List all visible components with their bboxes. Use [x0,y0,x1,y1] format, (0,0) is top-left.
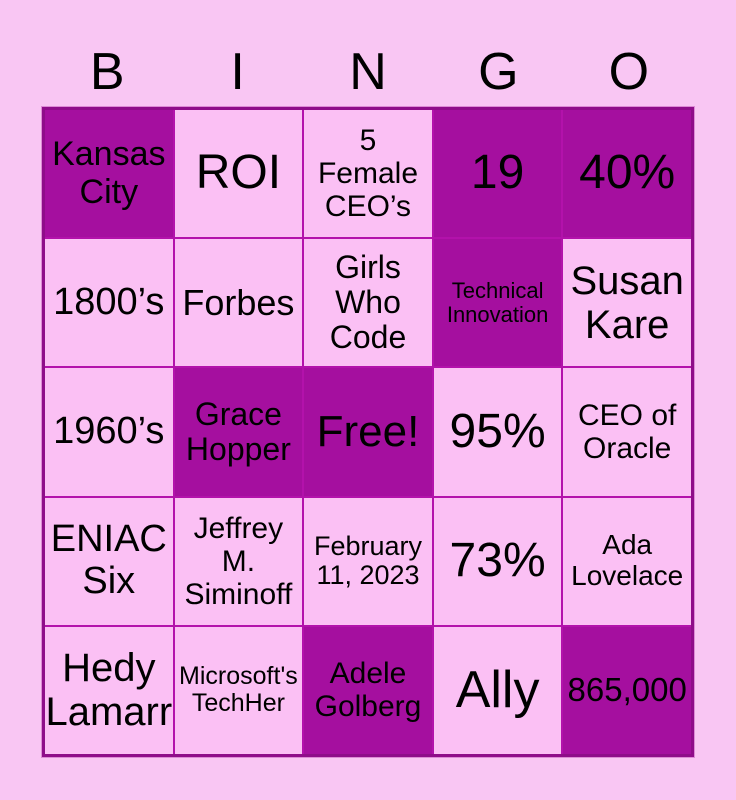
bingo-cell[interactable]: Susan Kare [563,239,691,367]
bingo-cell[interactable]: CEO of Oracle [563,368,691,496]
bingo-cell[interactable]: Forbes [174,239,303,367]
bingo-letter-o: O [608,43,650,101]
bingo-cell[interactable]: Jeffrey M. Siminoff [174,497,303,625]
bingo-cell[interactable]: Adele Golberg [304,626,432,754]
bingo-cell[interactable]: ROI [174,110,303,238]
bingo-cell[interactable]: February 11, 2023 [304,497,432,625]
bingo-cell[interactable]: 5 Female CEO’s [304,110,432,238]
bingo-letter-i: I [230,43,245,101]
bingo-letter-g: G [478,43,519,101]
bingo-cell[interactable]: Girls Who Code [304,239,432,367]
bingo-cell-free[interactable]: Free! [304,368,432,496]
bingo-cell[interactable]: Microsoft's TechHer [174,626,303,754]
bingo-cell[interactable]: 1960’s [45,368,173,496]
bingo-cell[interactable]: Hedy Lamarr [45,626,173,754]
bingo-title: B I N G O [42,0,694,104]
bingo-letter-n: N [349,43,387,101]
bingo-cell[interactable]: 1800’s [45,239,173,367]
bingo-cell[interactable]: Ally [433,626,562,754]
bingo-grid: Kansas City ROI 5 Female CEO’s 19 40% 18… [41,106,695,758]
bingo-cell[interactable]: Kansas City [45,110,173,238]
bingo-cell[interactable]: Ada Lovelace [563,497,691,625]
bingo-letter-b: B [89,43,125,101]
bingo-cell[interactable]: 40% [563,110,691,238]
bingo-cell[interactable]: 95% [433,368,562,496]
bingo-cell[interactable]: 19 [433,110,562,238]
bingo-cell[interactable]: 73% [433,497,562,625]
bingo-cell[interactable]: Grace Hopper [174,368,303,496]
bingo-cell[interactable]: 865,000 [563,626,691,754]
bingo-cell[interactable]: ENIAC Six [45,497,173,625]
bingo-cell[interactable]: Technical Innovation [433,239,562,367]
